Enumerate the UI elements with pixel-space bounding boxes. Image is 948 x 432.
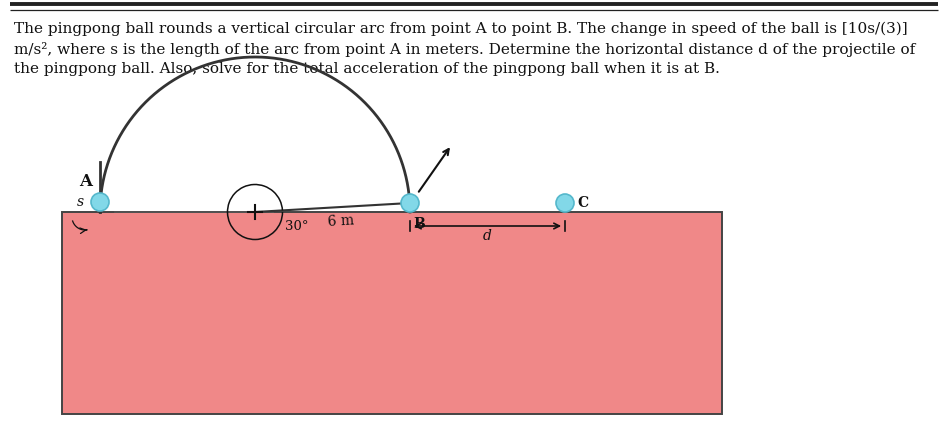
Text: A: A: [80, 173, 93, 190]
Text: d: d: [483, 229, 492, 243]
Text: 6 m: 6 m: [327, 214, 355, 229]
Circle shape: [401, 194, 419, 212]
Text: B: B: [413, 217, 425, 231]
Text: the pingpong ball. Also, solve for the total acceleration of the pingpong ball w: the pingpong ball. Also, solve for the t…: [14, 62, 720, 76]
Text: The pingpong ball rounds a vertical circular arc from point A to point B. The ch: The pingpong ball rounds a vertical circ…: [14, 22, 907, 36]
Circle shape: [556, 194, 574, 212]
Text: C: C: [577, 196, 588, 210]
Text: s: s: [77, 195, 83, 209]
Polygon shape: [100, 57, 410, 212]
Text: 30°: 30°: [285, 220, 308, 233]
Bar: [62, 212, 722, 414]
Circle shape: [91, 193, 109, 211]
Text: m/s², where s is the length of the arc from point A in meters. Determine the hor: m/s², where s is the length of the arc f…: [14, 42, 915, 57]
